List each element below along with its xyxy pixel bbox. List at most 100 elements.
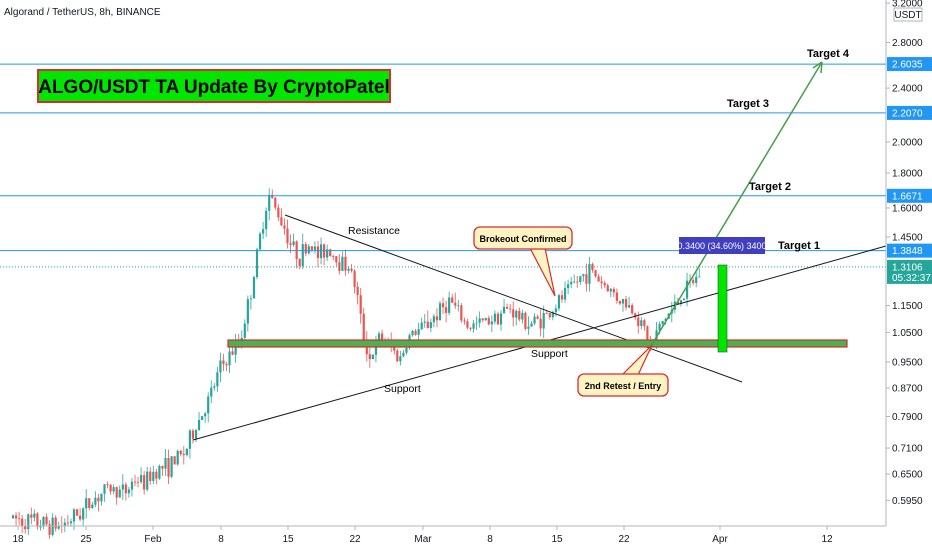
x-tick-label: 15 <box>551 534 563 545</box>
candle-body <box>597 276 600 282</box>
candle-body <box>655 330 658 340</box>
candle-body <box>637 317 640 326</box>
candle-body <box>292 241 295 245</box>
candle-body <box>661 320 664 325</box>
x-tick-label: 18 <box>12 534 24 545</box>
candle-body <box>612 288 615 293</box>
target-3-label: Target 3 <box>727 98 769 110</box>
candle-body <box>103 484 106 494</box>
candle-body <box>542 313 545 329</box>
target-price-tag <box>887 57 932 72</box>
candle-body <box>30 514 33 518</box>
y-tick-label: 0.8700 <box>892 383 923 394</box>
candle-body <box>576 281 579 283</box>
candle-body <box>359 295 362 314</box>
candle-body <box>679 300 683 305</box>
candle-body <box>246 299 249 324</box>
candle-body <box>158 466 161 479</box>
candle-body <box>475 322 478 324</box>
x-tick-label: 22 <box>618 534 630 545</box>
candle-body <box>115 487 118 498</box>
candle-body <box>603 283 606 286</box>
candle-body <box>460 305 463 321</box>
candle-body <box>24 525 27 530</box>
x-tick-label: 22 <box>349 534 361 545</box>
candle-body <box>216 372 219 387</box>
target-price-label: 2.2070 <box>892 108 923 119</box>
currency-box <box>893 7 923 22</box>
resistance-trendline <box>284 214 743 383</box>
candle-body <box>551 312 554 318</box>
candle-body <box>210 387 213 397</box>
candle-body <box>451 297 454 303</box>
candle-body <box>234 340 237 355</box>
target-4-label: Target 4 <box>807 48 850 60</box>
y-tick-label: 2.4000 <box>892 84 923 95</box>
candle-body <box>621 299 625 304</box>
countdown-label: 05:32:37 <box>892 273 931 284</box>
target-2-label: Target 2 <box>749 181 791 193</box>
candle-body <box>512 309 515 318</box>
candle-body <box>490 321 493 325</box>
candle-body <box>130 481 134 490</box>
target-price-label: 1.6671 <box>892 191 923 202</box>
candle-body <box>515 310 518 318</box>
candle-body <box>591 264 594 271</box>
candle-body <box>170 456 173 477</box>
candle-body <box>185 448 188 456</box>
candle-body <box>557 295 561 309</box>
candle-body <box>676 301 679 305</box>
candle-body <box>502 306 506 314</box>
x-tick-label: 8 <box>487 534 493 545</box>
candle-body <box>161 466 164 469</box>
candle-body <box>112 487 115 492</box>
measure-bar <box>717 264 728 353</box>
candle-body <box>329 249 332 257</box>
candle-body <box>304 244 307 254</box>
candle-body <box>567 284 570 289</box>
candle-body <box>319 244 323 259</box>
candle-body <box>692 280 695 284</box>
candle-body <box>136 481 140 483</box>
candle-body <box>445 307 448 313</box>
candle-body <box>350 268 353 271</box>
candle-body <box>588 264 591 284</box>
candle-body <box>100 493 103 502</box>
candle-body <box>698 276 701 278</box>
candle-body <box>658 324 661 331</box>
target-price-tag <box>887 105 932 120</box>
candle-body <box>411 330 414 336</box>
candle-body <box>271 194 274 198</box>
resistance-label: Resistance <box>348 225 400 237</box>
candle-body <box>466 321 469 328</box>
y-tick-label: 1.6000 <box>892 203 923 214</box>
candle-body <box>45 516 48 525</box>
candle-body <box>176 450 179 465</box>
candle-body <box>48 524 51 535</box>
candle-body <box>618 300 622 304</box>
candle-body <box>441 303 445 308</box>
candle-body <box>127 489 130 494</box>
candle-body <box>307 246 310 254</box>
symbol-header: Algorand / TetherUS, 8h, BINANCE <box>4 7 161 18</box>
y-tick-label: 0.9500 <box>892 358 923 369</box>
breakout-text: Brokeout Confirmed <box>479 234 566 244</box>
candle-body <box>222 360 225 364</box>
candle-body <box>225 363 228 366</box>
candle-body <box>69 521 73 524</box>
candle-body <box>140 475 143 483</box>
candle-body <box>88 498 91 508</box>
candle-body <box>664 318 667 321</box>
candle-body <box>146 471 149 490</box>
x-tick-label: Mar <box>414 534 432 545</box>
candle-body <box>326 249 329 258</box>
candle-body <box>286 228 289 244</box>
candle-body <box>194 430 198 439</box>
candle-body <box>33 513 36 518</box>
target-price-label: 2.6035 <box>892 60 923 71</box>
candle-body <box>277 207 280 218</box>
candle-body <box>628 305 631 308</box>
candle-body <box>469 327 472 329</box>
